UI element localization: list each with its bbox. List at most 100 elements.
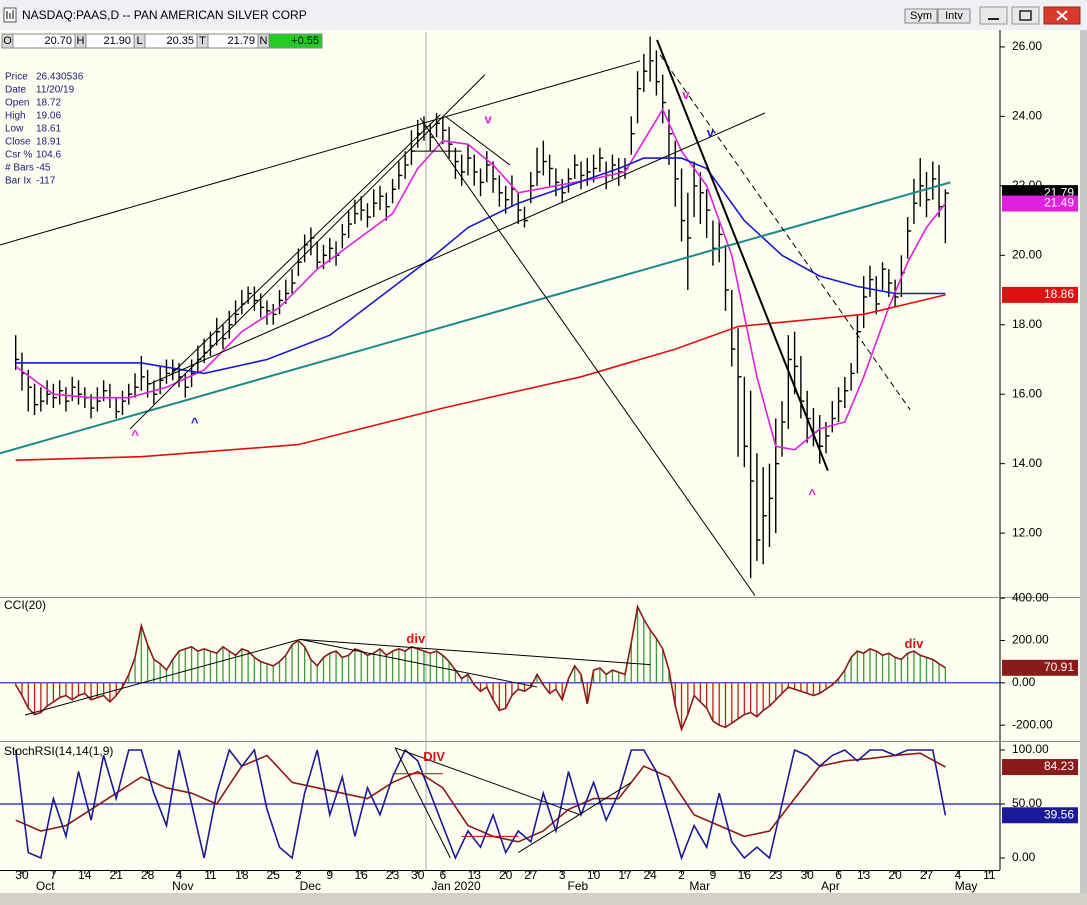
intv-button-label[interactable]: Intv [945,10,963,22]
last-value-label: 84.23 [1044,759,1074,773]
x-tick-label: 9 [710,868,717,882]
quote-value-cell [268,33,323,49]
x-tick-label: 7 [50,868,57,882]
trend-line [0,60,641,246]
x-tick-label: 23 [769,868,783,882]
x-tick-label: 2 [678,868,685,882]
y-tick-label: 50.00 [1012,796,1042,810]
month-label: Feb [568,879,589,893]
last-value-box [1002,195,1078,212]
x-tick-label: 6 [439,868,446,882]
x-tick-label: 30 [411,868,425,882]
data-window-value: 18.91 [36,137,61,148]
close-glyph [1056,10,1068,21]
y-tick-label: 12.00 [1012,525,1042,539]
data-window-value: 104.6 [36,150,61,161]
status-bar [0,893,1087,905]
last-value-box [1002,659,1078,676]
y-tick-label: 16.00 [1012,386,1042,400]
panel-plot [0,36,951,596]
quote-label: L [136,35,142,47]
x-tick-label: 23 [386,868,400,882]
y-tick-label: 26.00 [1012,39,1042,53]
quote-value: 20.70 [44,35,72,47]
y-tick-label: 14.00 [1012,456,1042,470]
annotation: div [406,631,426,646]
annotation: v [484,111,492,126]
maximize-glyph [1019,10,1032,21]
window-title: NASDAQ:PAAS,D -- PAN AMERICAN SILVER COR… [22,8,307,22]
month-label: Mar [689,879,710,893]
data-window-label: # Bars [5,163,34,174]
month-label: Apr [821,879,840,893]
minimize-button[interactable] [979,6,1008,25]
panel-plot [0,604,1000,732]
maximize-button[interactable] [1011,6,1040,25]
quote-label: T [199,35,206,47]
x-tick-label: 4 [176,868,183,882]
scrollbar [1080,30,1087,905]
quote-label: H [77,35,85,47]
x-tick-label: 13 [468,868,482,882]
x-tick-label: 16 [738,868,752,882]
last-value-label: 39.56 [1044,807,1074,821]
x-tick-label: 27 [920,868,934,882]
x-tick-label: 4 [955,868,962,882]
x-tick-label: 17 [618,868,632,882]
intv-button[interactable] [937,8,971,24]
x-tick-label: 16 [355,868,369,882]
data-window-label: Csr % [5,150,32,161]
trend-line [129,74,486,430]
trend-line [419,117,756,596]
cci-line [15,604,946,732]
sym-button[interactable] [904,8,938,24]
annotation: v [682,87,690,102]
data-window-value: -45 [36,163,51,174]
x-tick-label: 25 [267,868,281,882]
data-window-label: Open [5,98,29,109]
series-line [15,107,947,451]
annotation: ^ [191,415,199,430]
sym-button-label[interactable]: Sym [910,10,932,22]
data-window-value: -117 [36,176,56,187]
last-value-box [1002,759,1078,776]
data-window-label: Low [5,124,24,135]
data-window-value: 11/20/19 [36,85,75,96]
trend-line [300,638,651,666]
trend-line [24,638,301,716]
trend-line [517,781,632,854]
x-tick-label: 2 [295,868,302,882]
panel-title: StochRSI(14,14(1,9) [4,744,113,758]
x-tick-label: 18 [235,868,249,882]
y-tick-label: 0.00 [1012,675,1036,689]
x-tick-label: 3 [559,868,566,882]
trend-line [445,115,511,166]
x-tick-label: 30 [800,868,814,882]
trend-line [149,112,766,385]
last-value-box [1002,807,1078,824]
month-label: Dec [300,879,321,893]
month-label: Nov [172,879,193,893]
y-tick-label: 0.00 [1012,850,1036,864]
x-tick-label: 11 [983,868,996,882]
data-window-value: 18.72 [36,98,61,109]
trend-line [394,747,451,859]
trend-line [300,638,538,688]
x-tick-label: 24 [643,868,657,882]
annotation: ^ [808,486,816,501]
last-value-label: 18.86 [1044,287,1074,301]
quote-value: +0.55 [291,35,319,47]
series-line [15,752,946,843]
trend-line [659,54,911,411]
quote-value: 21.90 [103,35,131,47]
x-tick-label: 27 [524,868,538,882]
y-tick-label: 200.00 [1012,633,1049,647]
series-line [15,157,946,375]
data-window-label: High [5,111,26,122]
data-window-value: 18.61 [36,124,61,135]
trend-line [169,114,441,376]
data-window-label: Close [5,137,31,148]
data-window-label: Date [5,85,27,96]
quote-value: 21.79 [227,35,255,47]
